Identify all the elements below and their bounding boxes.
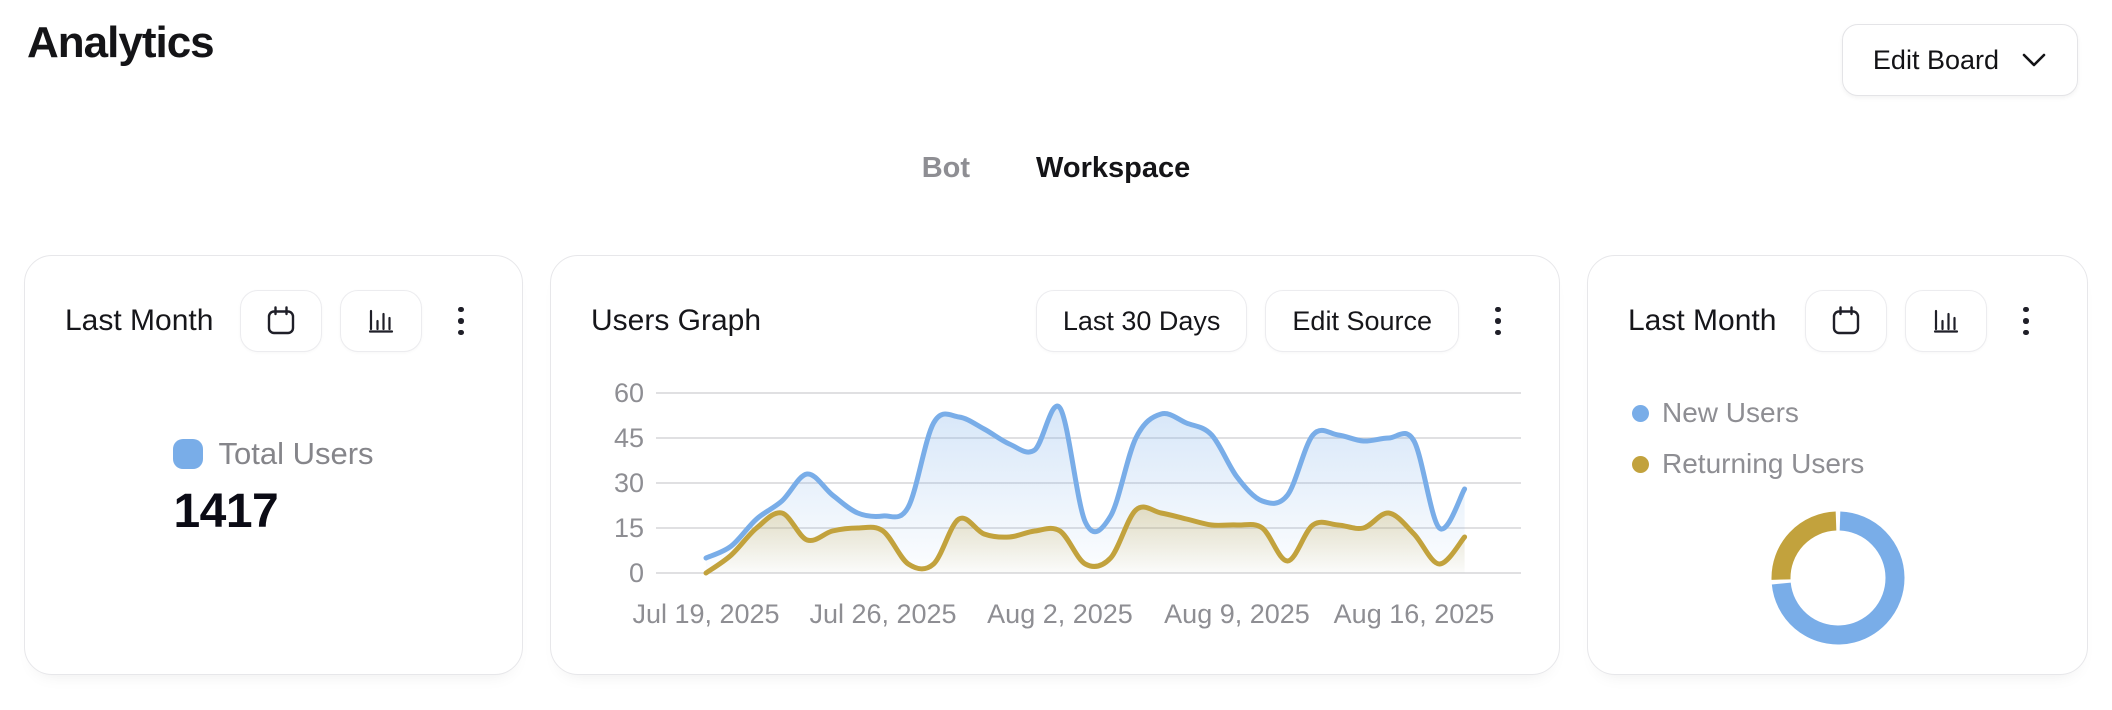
card-users-graph: Users Graph Last 30 Days Edit Source 0 15… (550, 255, 1560, 675)
card-users-graph-header: Users Graph Last 30 Days Edit Source (591, 290, 1519, 352)
kebab-dot (1495, 306, 1501, 313)
kebab-dot (1495, 329, 1501, 336)
kebab-menu-button[interactable] (1477, 290, 1519, 352)
total-users-legend-dot (173, 439, 204, 469)
kebab-menu-button[interactable] (2005, 290, 2047, 352)
svg-text:45: 45 (614, 423, 644, 453)
kebab-dot (2023, 306, 2029, 313)
svg-text:Aug 16, 2025: Aug 16, 2025 (1334, 599, 1495, 629)
kebab-dot (1495, 318, 1501, 324)
chart-type-button[interactable] (340, 290, 422, 352)
legend-item-new-users[interactable]: New Users (1632, 392, 2047, 434)
edit-board-button[interactable]: Edit Board (1841, 24, 2078, 96)
svg-text:Jul 19, 2025: Jul 19, 2025 (632, 599, 779, 629)
svg-text:30: 30 (614, 468, 644, 498)
chevron-down-icon (2022, 53, 2046, 67)
svg-text:60: 60 (614, 378, 644, 408)
legend-dot-returning-users (1632, 455, 1649, 473)
user-split-donut-chart[interactable] (1771, 511, 1905, 650)
card-total-users-header: Last Month Users (65, 290, 482, 352)
kebab-dot (458, 318, 464, 324)
bar-chart-icon (1933, 309, 1959, 333)
tab-workspace[interactable]: Workspace (1036, 152, 1191, 184)
svg-text:15: 15 (614, 513, 644, 543)
tab-bot[interactable]: Bot (921, 152, 971, 184)
card-total-users: Last Month Users (24, 255, 523, 675)
card-user-split-title: Last Month Users (1628, 304, 1787, 337)
bar-chart-icon (368, 309, 394, 333)
users-graph-chart[interactable]: 0 15 30 45 60 Jul 19, 2025 Jul 26, 2025 Aug 2, … (551, 374, 1561, 664)
card-user-split-header: Last Month Users (1628, 290, 2047, 352)
date-range-button[interactable] (1805, 290, 1887, 352)
range-select-button[interactable]: Last 30 Days (1035, 290, 1248, 352)
date-range-button[interactable] (240, 290, 322, 352)
edit-source-button[interactable]: Edit Source (1265, 290, 1459, 352)
edit-board-label: Edit Board (1872, 44, 1999, 75)
svg-text:Jul 26, 2025: Jul 26, 2025 (809, 599, 956, 629)
total-users-value: 1417 (173, 485, 279, 538)
user-split-legend: New Users Returning Users (1632, 392, 2047, 485)
svg-text:Aug 9, 2025: Aug 9, 2025 (1164, 599, 1310, 629)
tab-bar: Bot Workspace (0, 152, 2112, 185)
total-users-label: Total Users (218, 436, 374, 471)
calendar-icon (1832, 306, 1860, 335)
kebab-dot (2023, 318, 2029, 324)
kebab-dot (458, 329, 464, 336)
kebab-dot (2023, 329, 2029, 336)
total-users-legend-item[interactable]: Total Users (173, 436, 374, 472)
svg-text:Aug 2, 2025: Aug 2, 2025 (987, 599, 1133, 629)
chart-type-button[interactable] (1905, 290, 1987, 352)
kebab-dot (458, 306, 464, 313)
total-users-stat: Total Users 1417 (65, 436, 482, 539)
card-total-users-title: Last Month Users (65, 304, 222, 337)
page-header: Analytics Edit Board (0, 0, 2112, 96)
card-user-split: Last Month Users (1587, 255, 2088, 675)
kebab-menu-button[interactable] (440, 290, 482, 352)
legend-item-returning-users[interactable]: Returning Users (1632, 443, 2047, 485)
page-title: Analytics (27, 18, 215, 67)
cards-row: Last Month Users (0, 255, 2112, 675)
card-users-graph-title: Users Graph (591, 304, 762, 337)
calendar-icon (267, 306, 295, 335)
svg-text:0: 0 (629, 558, 644, 588)
legend-dot-new-users (1632, 404, 1649, 422)
